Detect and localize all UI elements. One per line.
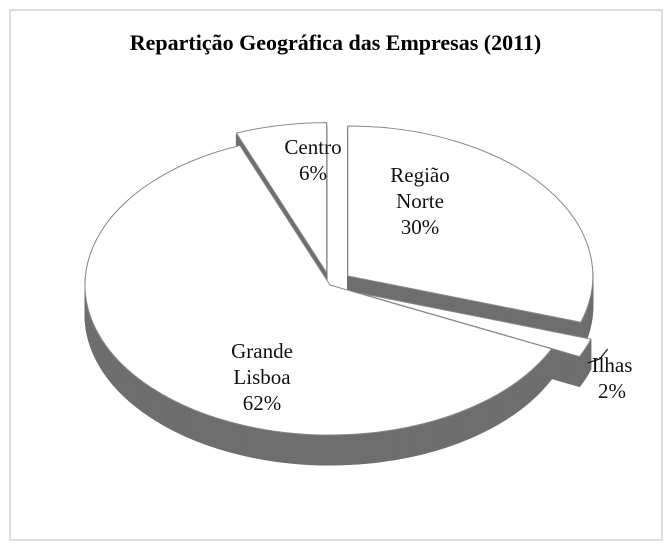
slice-value-label: 30%	[400, 215, 440, 239]
slice-label: Grande Lisboa	[231, 339, 293, 389]
slice-label: Centro	[284, 135, 342, 159]
slice-label: Ilhas	[591, 353, 633, 377]
slice	[357, 292, 592, 358]
slice	[84, 144, 553, 436]
slice	[347, 125, 594, 323]
chart-title: Repartição Geográfica das Empresas (2011…	[129, 30, 542, 55]
slice-label: Região Norte	[390, 163, 450, 213]
chart-border	[9, 9, 663, 541]
slice-value-label: 62%	[242, 391, 282, 415]
slice-value-label: 6%	[299, 161, 327, 185]
slice	[235, 122, 328, 275]
slice-value-label: 2%	[598, 379, 626, 403]
leader-line	[587, 348, 609, 364]
